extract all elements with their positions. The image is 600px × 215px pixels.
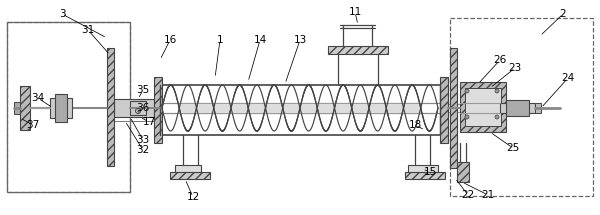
Text: 37: 37	[26, 120, 40, 130]
Text: 16: 16	[163, 35, 176, 45]
Text: 33: 33	[136, 135, 149, 145]
Bar	[114, 99, 154, 117]
Bar	[7, 22, 130, 192]
Bar	[170, 172, 210, 179]
Bar	[178, 103, 422, 113]
Bar	[465, 88, 501, 126]
Text: 11: 11	[349, 7, 362, 17]
Text: 17: 17	[142, 117, 155, 127]
Bar	[20, 86, 30, 130]
Bar	[405, 172, 445, 179]
Bar	[175, 165, 201, 172]
Bar	[130, 101, 146, 115]
Text: 21: 21	[481, 190, 494, 200]
Text: 22: 22	[461, 190, 475, 200]
Text: 18: 18	[409, 120, 422, 130]
Circle shape	[465, 89, 469, 93]
Text: 24: 24	[562, 73, 575, 83]
Bar	[450, 48, 457, 168]
Bar	[500, 103, 535, 113]
Bar	[450, 18, 593, 196]
Circle shape	[495, 89, 499, 93]
Bar	[460, 82, 506, 132]
Text: 26: 26	[493, 55, 506, 65]
Circle shape	[495, 115, 499, 119]
Text: 36: 36	[136, 103, 149, 113]
Text: 12: 12	[187, 192, 200, 202]
Bar	[55, 94, 67, 122]
Text: 23: 23	[508, 63, 521, 73]
Bar	[154, 77, 162, 143]
Text: 25: 25	[506, 143, 520, 153]
Bar	[440, 77, 448, 143]
Text: 35: 35	[136, 85, 149, 95]
Text: 14: 14	[253, 35, 266, 45]
Text: 2: 2	[560, 9, 566, 19]
Text: 15: 15	[424, 167, 437, 177]
Bar	[7, 22, 130, 192]
Text: 3: 3	[59, 9, 65, 19]
Bar	[14, 102, 20, 114]
Text: 34: 34	[31, 93, 44, 103]
Bar	[408, 165, 438, 172]
Bar	[328, 46, 388, 54]
Bar	[506, 100, 529, 116]
Bar	[457, 162, 469, 182]
Text: 13: 13	[293, 35, 307, 45]
Text: 1: 1	[217, 35, 223, 45]
Circle shape	[465, 115, 469, 119]
Bar	[50, 98, 72, 118]
Bar	[107, 48, 114, 166]
Bar	[535, 103, 541, 113]
Text: 31: 31	[82, 25, 95, 35]
Text: 32: 32	[136, 145, 149, 155]
